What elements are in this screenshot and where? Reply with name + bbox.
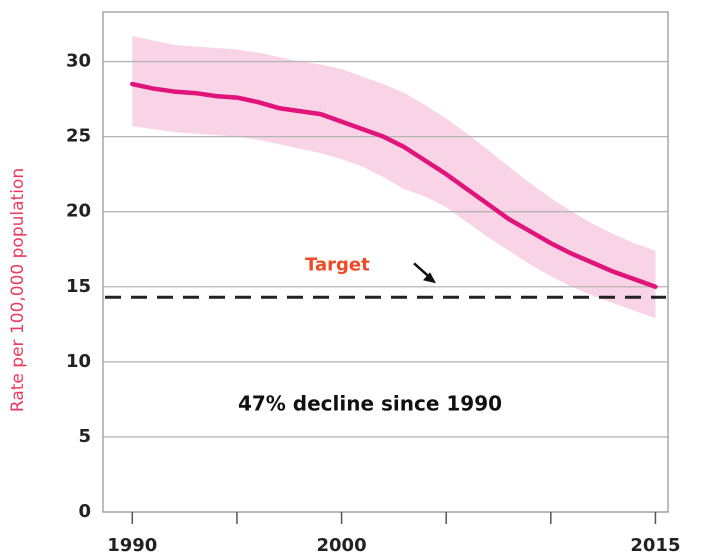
x-tick-label: 1990 [107, 535, 157, 556]
y-tick-label: 10 [66, 351, 91, 372]
x-tick-label: 2015 [630, 535, 680, 556]
y-tick-label: 0 [78, 501, 91, 522]
y-tick-label: 15 [66, 276, 91, 297]
line [130, 81, 658, 290]
y-tick-label: 25 [66, 126, 91, 147]
plot-frame [102, 11, 669, 513]
x-tick-label: 2000 [317, 535, 367, 556]
y-axis-label: Rate per 100,000 population [8, 168, 28, 412]
target-label: Target [305, 254, 370, 275]
y-tick-label: 30 [66, 51, 91, 72]
confidence-band [132, 36, 656, 319]
annotation: 47% decline since 1990 [238, 392, 502, 416]
target-arrow-head [423, 272, 436, 284]
y-tick-label: 5 [78, 426, 91, 447]
y-tick-label: 20 [66, 201, 91, 222]
